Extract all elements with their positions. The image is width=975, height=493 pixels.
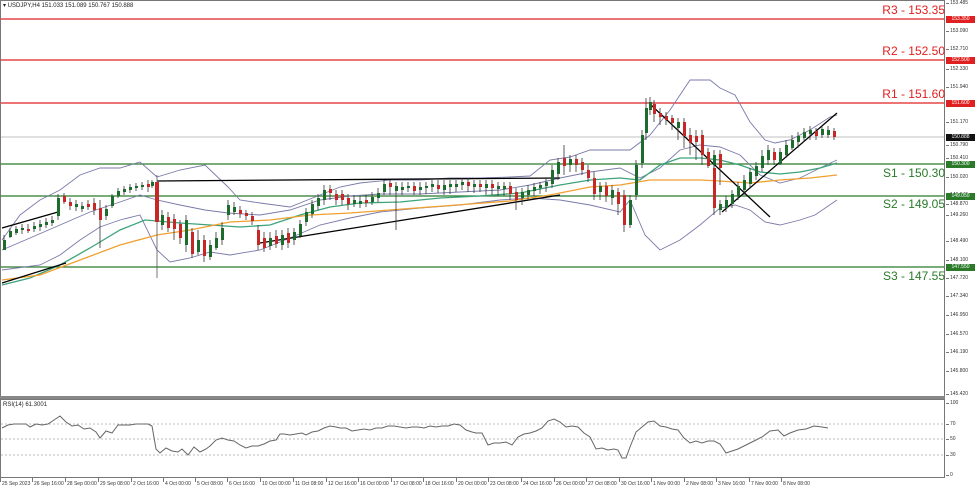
rsi-tick: 100 (945, 400, 959, 406)
s3-price-tag: 147.550 (946, 264, 975, 271)
time-tick: 17 Oct 08:00 (391, 478, 422, 487)
bollinger-middle (1, 144, 838, 251)
rsi-label: RSI(14) 61.3001 (3, 402, 48, 408)
time-tick: 24 Oct 16:00 (521, 478, 552, 487)
s1-price-tag: 150.300 (946, 161, 975, 168)
rsi-tick: 70 (946, 421, 956, 427)
rsi-line (1, 415, 829, 459)
time-tick: 3 Nov 16:00 (716, 478, 745, 487)
time-tick: 18 Oct 16:00 (423, 478, 454, 487)
pane-divider[interactable] (0, 396, 945, 399)
trendline-2 (1, 262, 67, 284)
r2-label: R2 - 152.50 (882, 44, 945, 58)
price-tick: 147.340 (945, 293, 969, 299)
r3-label: R3 - 153.35 (882, 3, 945, 17)
time-tick: 6 Oct 16:00 (227, 478, 255, 487)
price-tick: 150.020 (945, 174, 969, 180)
price-tick: 150.790 (945, 142, 969, 148)
price-tick: 152.330 (945, 66, 969, 72)
trendline-upper-range (156, 177, 561, 182)
price-tick: 150.410 (945, 155, 969, 161)
price-tick: 146.190 (945, 349, 969, 355)
price-tick: 153.090 (945, 28, 969, 34)
rsi-tick: 50 (946, 436, 956, 442)
time-tick: 28 Sep 00:00 (65, 478, 97, 487)
price-tick: 148.100 (945, 257, 969, 263)
price-tick: 145.420 (945, 391, 969, 397)
s1-label: S1 - 150.30 (882, 166, 945, 180)
price-tick: 146.570 (945, 331, 969, 337)
price-tick: 147.720 (945, 275, 969, 281)
price-tick: 151.940 (945, 84, 969, 90)
time-tick: 30 Oct 16:00 (619, 478, 650, 487)
bollinger-upper (1, 79, 838, 241)
time-tick: 29 Sep 08:00 (98, 478, 130, 487)
trendline-lower-range (259, 194, 561, 244)
candlesticks (3, 97, 836, 262)
time-tick: 25 Sep 2023 (0, 478, 31, 487)
price-tick: 145.800 (945, 368, 969, 374)
chart-canvas (1, 18, 944, 459)
chart-header: ▾ USDJPY,H4 151.033 151.089 150.767 150.… (3, 3, 134, 9)
time-tick: 26 Sep 16:00 (32, 478, 64, 487)
time-tick: 16 Oct 00:00 (358, 478, 389, 487)
r1-price-tag: 151.600 (946, 100, 975, 107)
time-tick: 8 Nov 08:00 (781, 478, 810, 487)
time-tick: 1 Nov 00:00 (651, 478, 680, 487)
price-tick: 149.260 (945, 212, 969, 218)
time-tick: 7 Nov 00:00 (749, 478, 778, 487)
time-tick: 27 Oct 08:00 (586, 478, 617, 487)
r2-price-tag: 152.500 (946, 57, 975, 64)
moving-average-green (1, 157, 838, 286)
rsi-tick: 30 (946, 452, 956, 458)
rsi-tick: 0 (946, 472, 953, 478)
s3-label: S3 - 147.55 (882, 269, 945, 283)
time-tick: 2 Oct 16:00 (131, 478, 159, 487)
time-tick: 26 Oct 00:00 (554, 478, 585, 487)
r1-label: R1 - 151.60 (882, 87, 945, 101)
time-tick: 10 Oct 00:00 (260, 478, 291, 487)
trendline-1 (1, 211, 59, 229)
price-tick: 153.485 (945, 0, 969, 6)
price-tick: 148.870 (945, 201, 969, 207)
current-price-tag: 150.888 (946, 134, 975, 141)
time-tick: 4 Oct 00:00 (163, 478, 191, 487)
time-tick: 5 Oct 08:00 (195, 478, 223, 487)
price-tick: 148.490 (945, 238, 969, 244)
s2-label: S2 - 149.05 (882, 197, 945, 211)
r3-price-tag: 153.350 (946, 16, 975, 23)
price-tick: 152.710 (945, 46, 969, 52)
time-tick: 2 Nov 08:00 (684, 478, 713, 487)
price-tick: 146.950 (945, 312, 969, 318)
time-tick: 20 Oct 00:00 (456, 478, 487, 487)
time-tick: 11 Oct 08:00 (292, 478, 324, 487)
bollinger-lower (1, 197, 838, 271)
s2-price-tag: 149.050 (946, 193, 975, 200)
price-tick: 151.170 (945, 119, 969, 125)
time-tick: 12 Oct 16:00 (326, 478, 357, 487)
time-tick: 23 Oct 08:00 (488, 478, 519, 487)
